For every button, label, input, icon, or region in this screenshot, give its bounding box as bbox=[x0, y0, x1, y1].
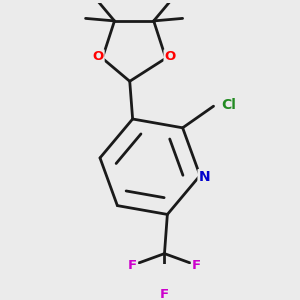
Text: Cl: Cl bbox=[221, 98, 236, 112]
Text: O: O bbox=[92, 50, 104, 63]
Text: F: F bbox=[128, 259, 137, 272]
Text: O: O bbox=[164, 50, 176, 63]
Text: N: N bbox=[199, 170, 210, 184]
Text: F: F bbox=[160, 288, 169, 300]
Text: F: F bbox=[192, 259, 201, 272]
